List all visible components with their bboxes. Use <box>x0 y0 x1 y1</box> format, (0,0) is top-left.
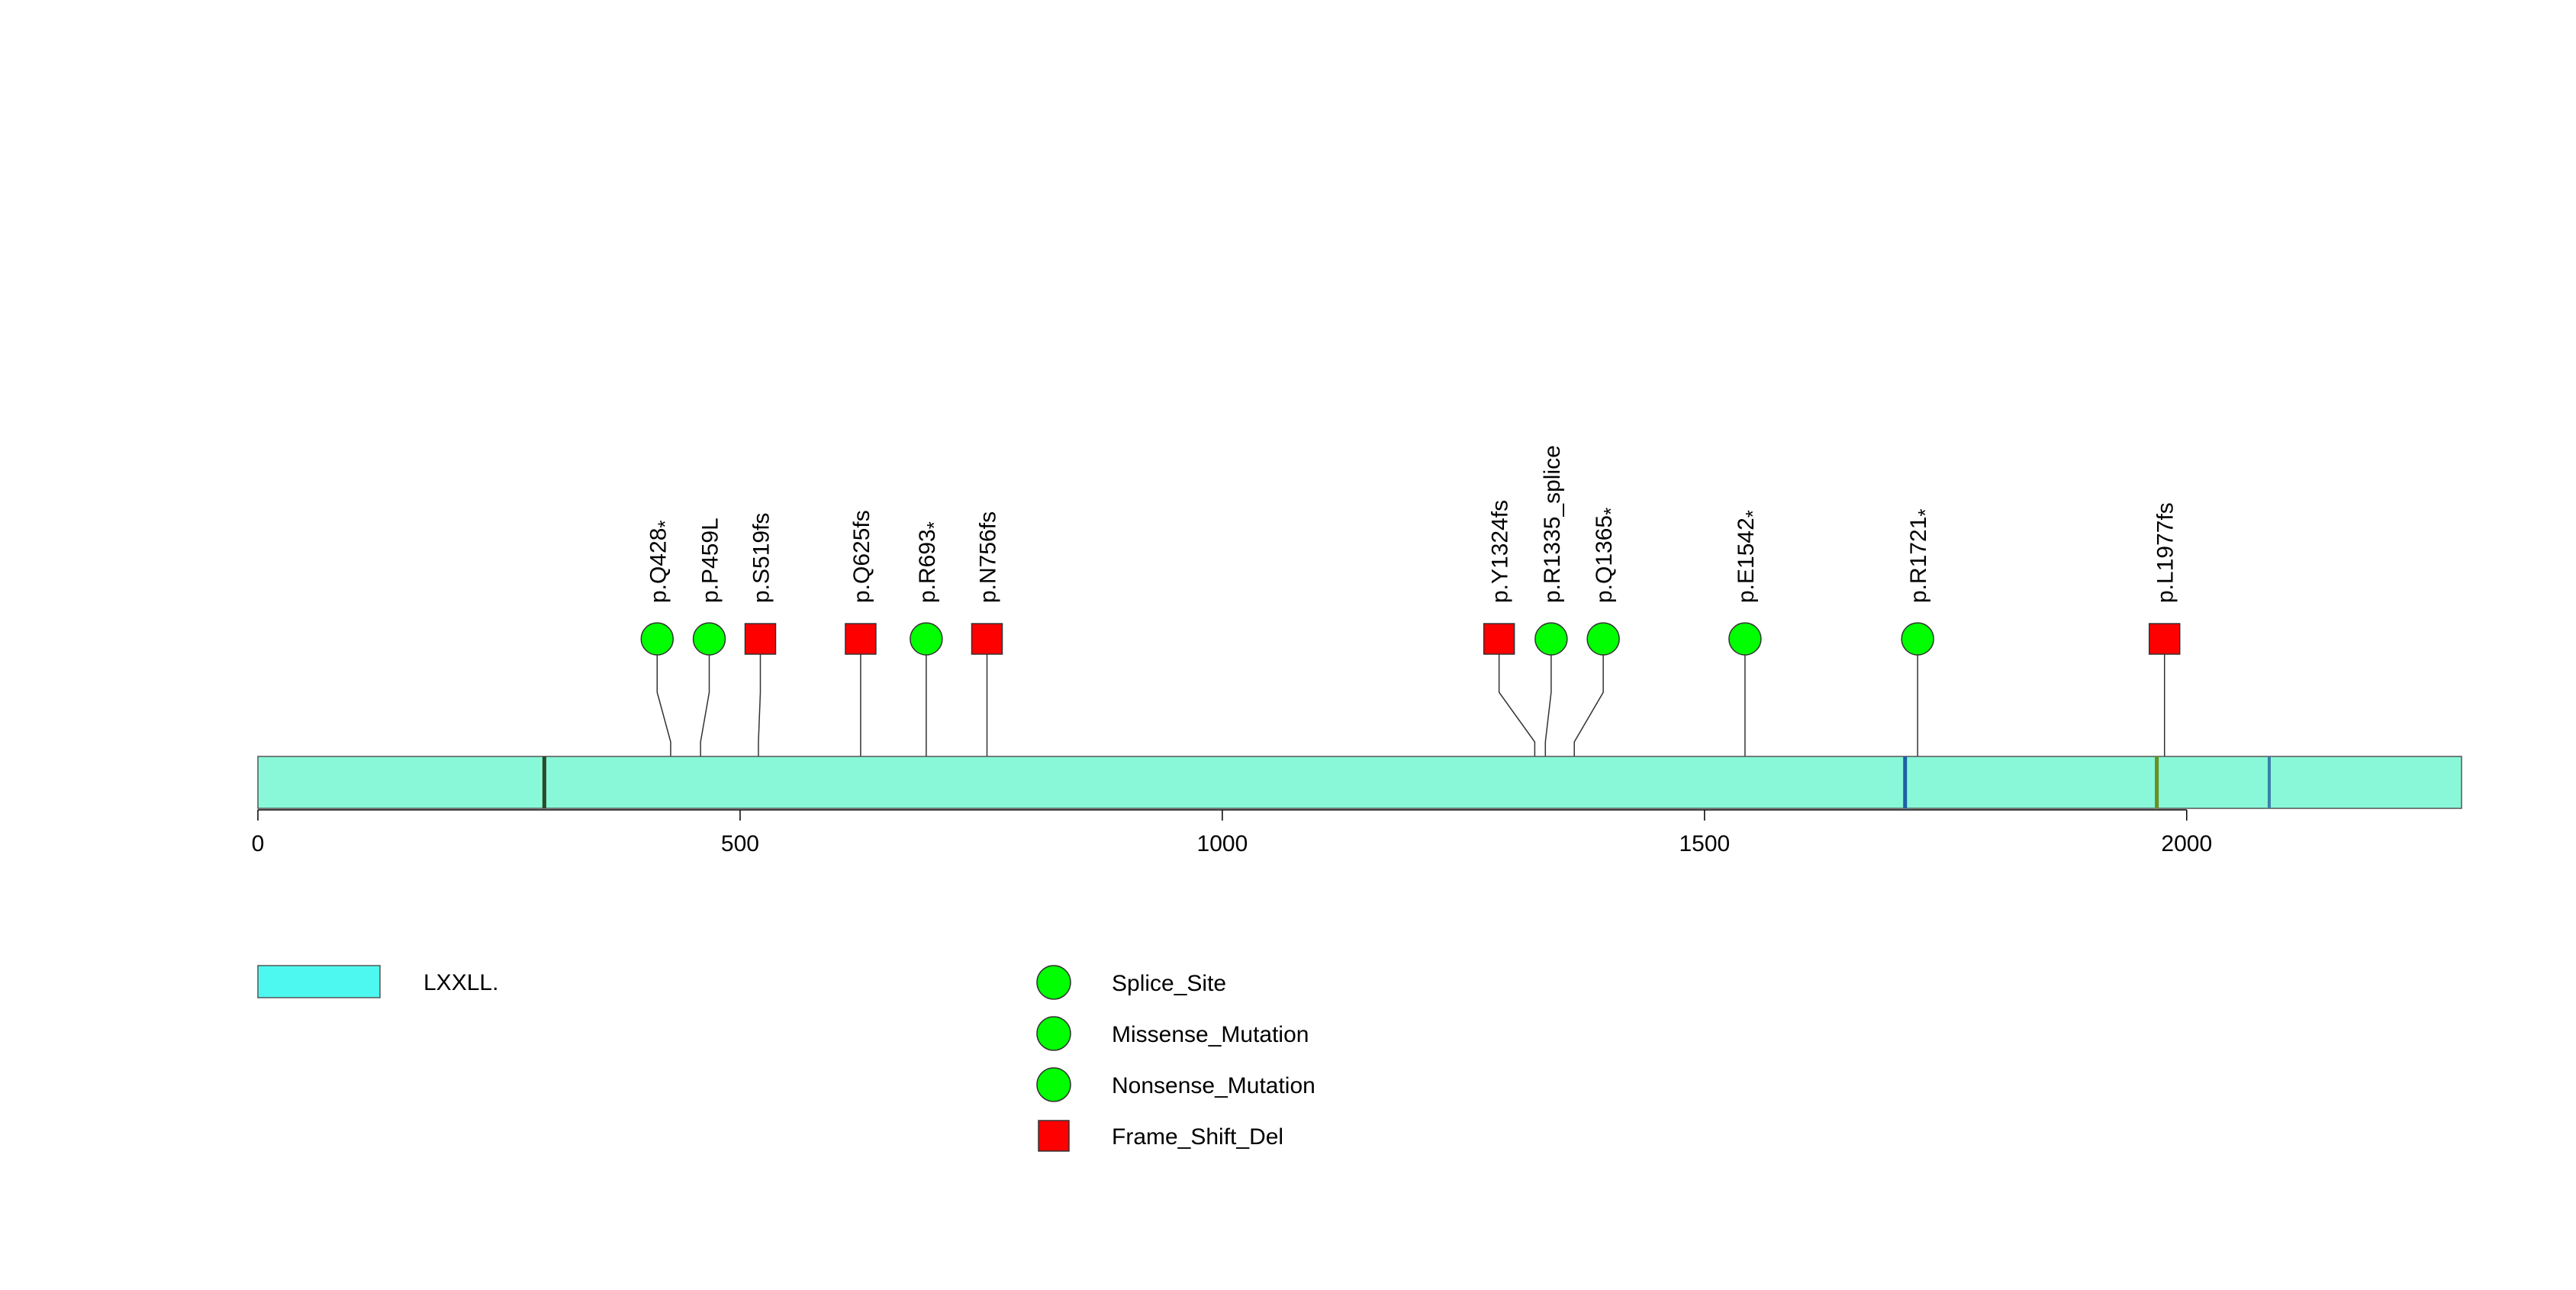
mutation-head-5 <box>910 622 943 656</box>
mutation-stem-3 <box>758 639 762 756</box>
mutation-label-1: p.Q428* <box>646 520 676 603</box>
mutation-head-4 <box>845 623 877 655</box>
domain-mark-1 <box>542 756 546 808</box>
mutation-label-4: p.Q625fs <box>849 510 874 603</box>
mutation-label-10: p.E1542* <box>1734 510 1764 603</box>
legend-domain-swatch <box>257 965 381 998</box>
mutation-label-text: p.Y1324fs <box>1488 500 1513 603</box>
mutation-label-text: p.R1721 <box>1906 517 1931 603</box>
legend-marker-missense-mutation <box>1036 1016 1071 1051</box>
mutation-stem-9 <box>1573 639 1604 756</box>
legend: LXXLL. Splice_Site Missense_Mutation Nonsen… <box>257 965 1315 1152</box>
domain-mark-4 <box>2267 756 2271 808</box>
mutation-label-text: p.E1542 <box>1734 518 1759 603</box>
legend-label-splice-site: Splice_Site <box>1112 971 1226 996</box>
mutation-heads-layer <box>640 622 2181 656</box>
x-tick-label-500: 500 <box>721 831 759 856</box>
mutation-label-text: p.Q1365 <box>1592 515 1617 603</box>
mutation-label-7: p.Y1324fs <box>1488 500 1513 603</box>
mutation-labels-layer: p.Q428* p.P459L p.S519fs p.Q625fs p.R693* p.N… <box>646 445 2178 603</box>
legend-marker-nonsense-mutation <box>1036 1067 1071 1102</box>
mutation-label-text: p.N756fs <box>976 511 1001 603</box>
mutation-label-9: p.Q1365* <box>1592 508 1622 603</box>
x-tick-label-1000: 1000 <box>1197 831 1248 856</box>
mutation-label-6: p.N756fs <box>976 511 1001 603</box>
mutation-label-5: p.R693* <box>915 521 945 603</box>
mutation-stem-1 <box>656 639 671 756</box>
protein-backbone <box>257 756 2462 809</box>
x-axis: 0 500 1000 1500 2000 <box>252 809 2212 856</box>
nonsense-star: * <box>653 520 676 527</box>
mutation-label-12: p.L1977fs <box>2153 502 2178 603</box>
mutation-label-text: p.R693 <box>915 529 940 603</box>
mutation-stem-8 <box>1544 639 1552 756</box>
mutation-head-1 <box>640 622 675 656</box>
mutation-head-6 <box>971 623 1003 655</box>
nonsense-star: * <box>1741 510 1764 518</box>
mutation-stem-7 <box>1498 639 1536 756</box>
x-tick-label-2000: 2000 <box>2161 831 2212 856</box>
nonsense-star: * <box>1914 508 1937 516</box>
mutation-head-7 <box>1483 623 1515 655</box>
legend-marker-splice-site <box>1036 965 1071 1000</box>
mutation-label-text: p.Q428 <box>646 528 671 603</box>
x-tick-label-0: 0 <box>252 831 265 856</box>
mutation-label-text: p.P459L <box>698 518 723 603</box>
domain-mark-3 <box>2155 756 2159 808</box>
mutation-label-text: p.Q625fs <box>849 510 874 603</box>
nonsense-star: * <box>1599 508 1622 515</box>
legend-marker-frame-shift-del <box>1038 1120 1070 1152</box>
mutation-head-2 <box>692 622 726 656</box>
mutation-head-10 <box>1728 622 1762 656</box>
mutation-label-2: p.P459L <box>698 518 723 603</box>
domain-mark-2 <box>1903 756 1908 808</box>
legend-domain-label: LXXLL. <box>423 970 498 995</box>
protein-backbone-layer <box>257 756 2462 809</box>
legend-label-nonsense-mutation: Nonsense_Mutation <box>1112 1073 1315 1098</box>
legend-label-missense-mutation: Missense_Mutation <box>1112 1022 1309 1047</box>
mutation-head-8 <box>1534 622 1568 656</box>
stems-layer <box>656 639 2165 756</box>
mutation-label-3: p.S519fs <box>749 513 774 603</box>
mutation-label-8: p.R1335_splice <box>1540 445 1565 603</box>
mutation-head-3 <box>744 623 777 655</box>
legend-label-frame-shift-del: Frame_Shift_Del <box>1112 1124 1283 1150</box>
mutation-label-11: p.R1721* <box>1906 508 1937 603</box>
mutation-head-11 <box>1901 622 1934 656</box>
mutation-label-text: p.S519fs <box>749 513 774 603</box>
mutation-label-text: p.R1335_splice <box>1540 445 1565 603</box>
nonsense-star: * <box>923 521 945 529</box>
mutation-head-12 <box>2148 623 2181 655</box>
x-tick-label-1500: 1500 <box>1679 831 1730 856</box>
mutation-head-9 <box>1586 622 1620 656</box>
mutation-label-text: p.L1977fs <box>2153 502 2178 603</box>
mutation-stem-2 <box>700 639 710 756</box>
